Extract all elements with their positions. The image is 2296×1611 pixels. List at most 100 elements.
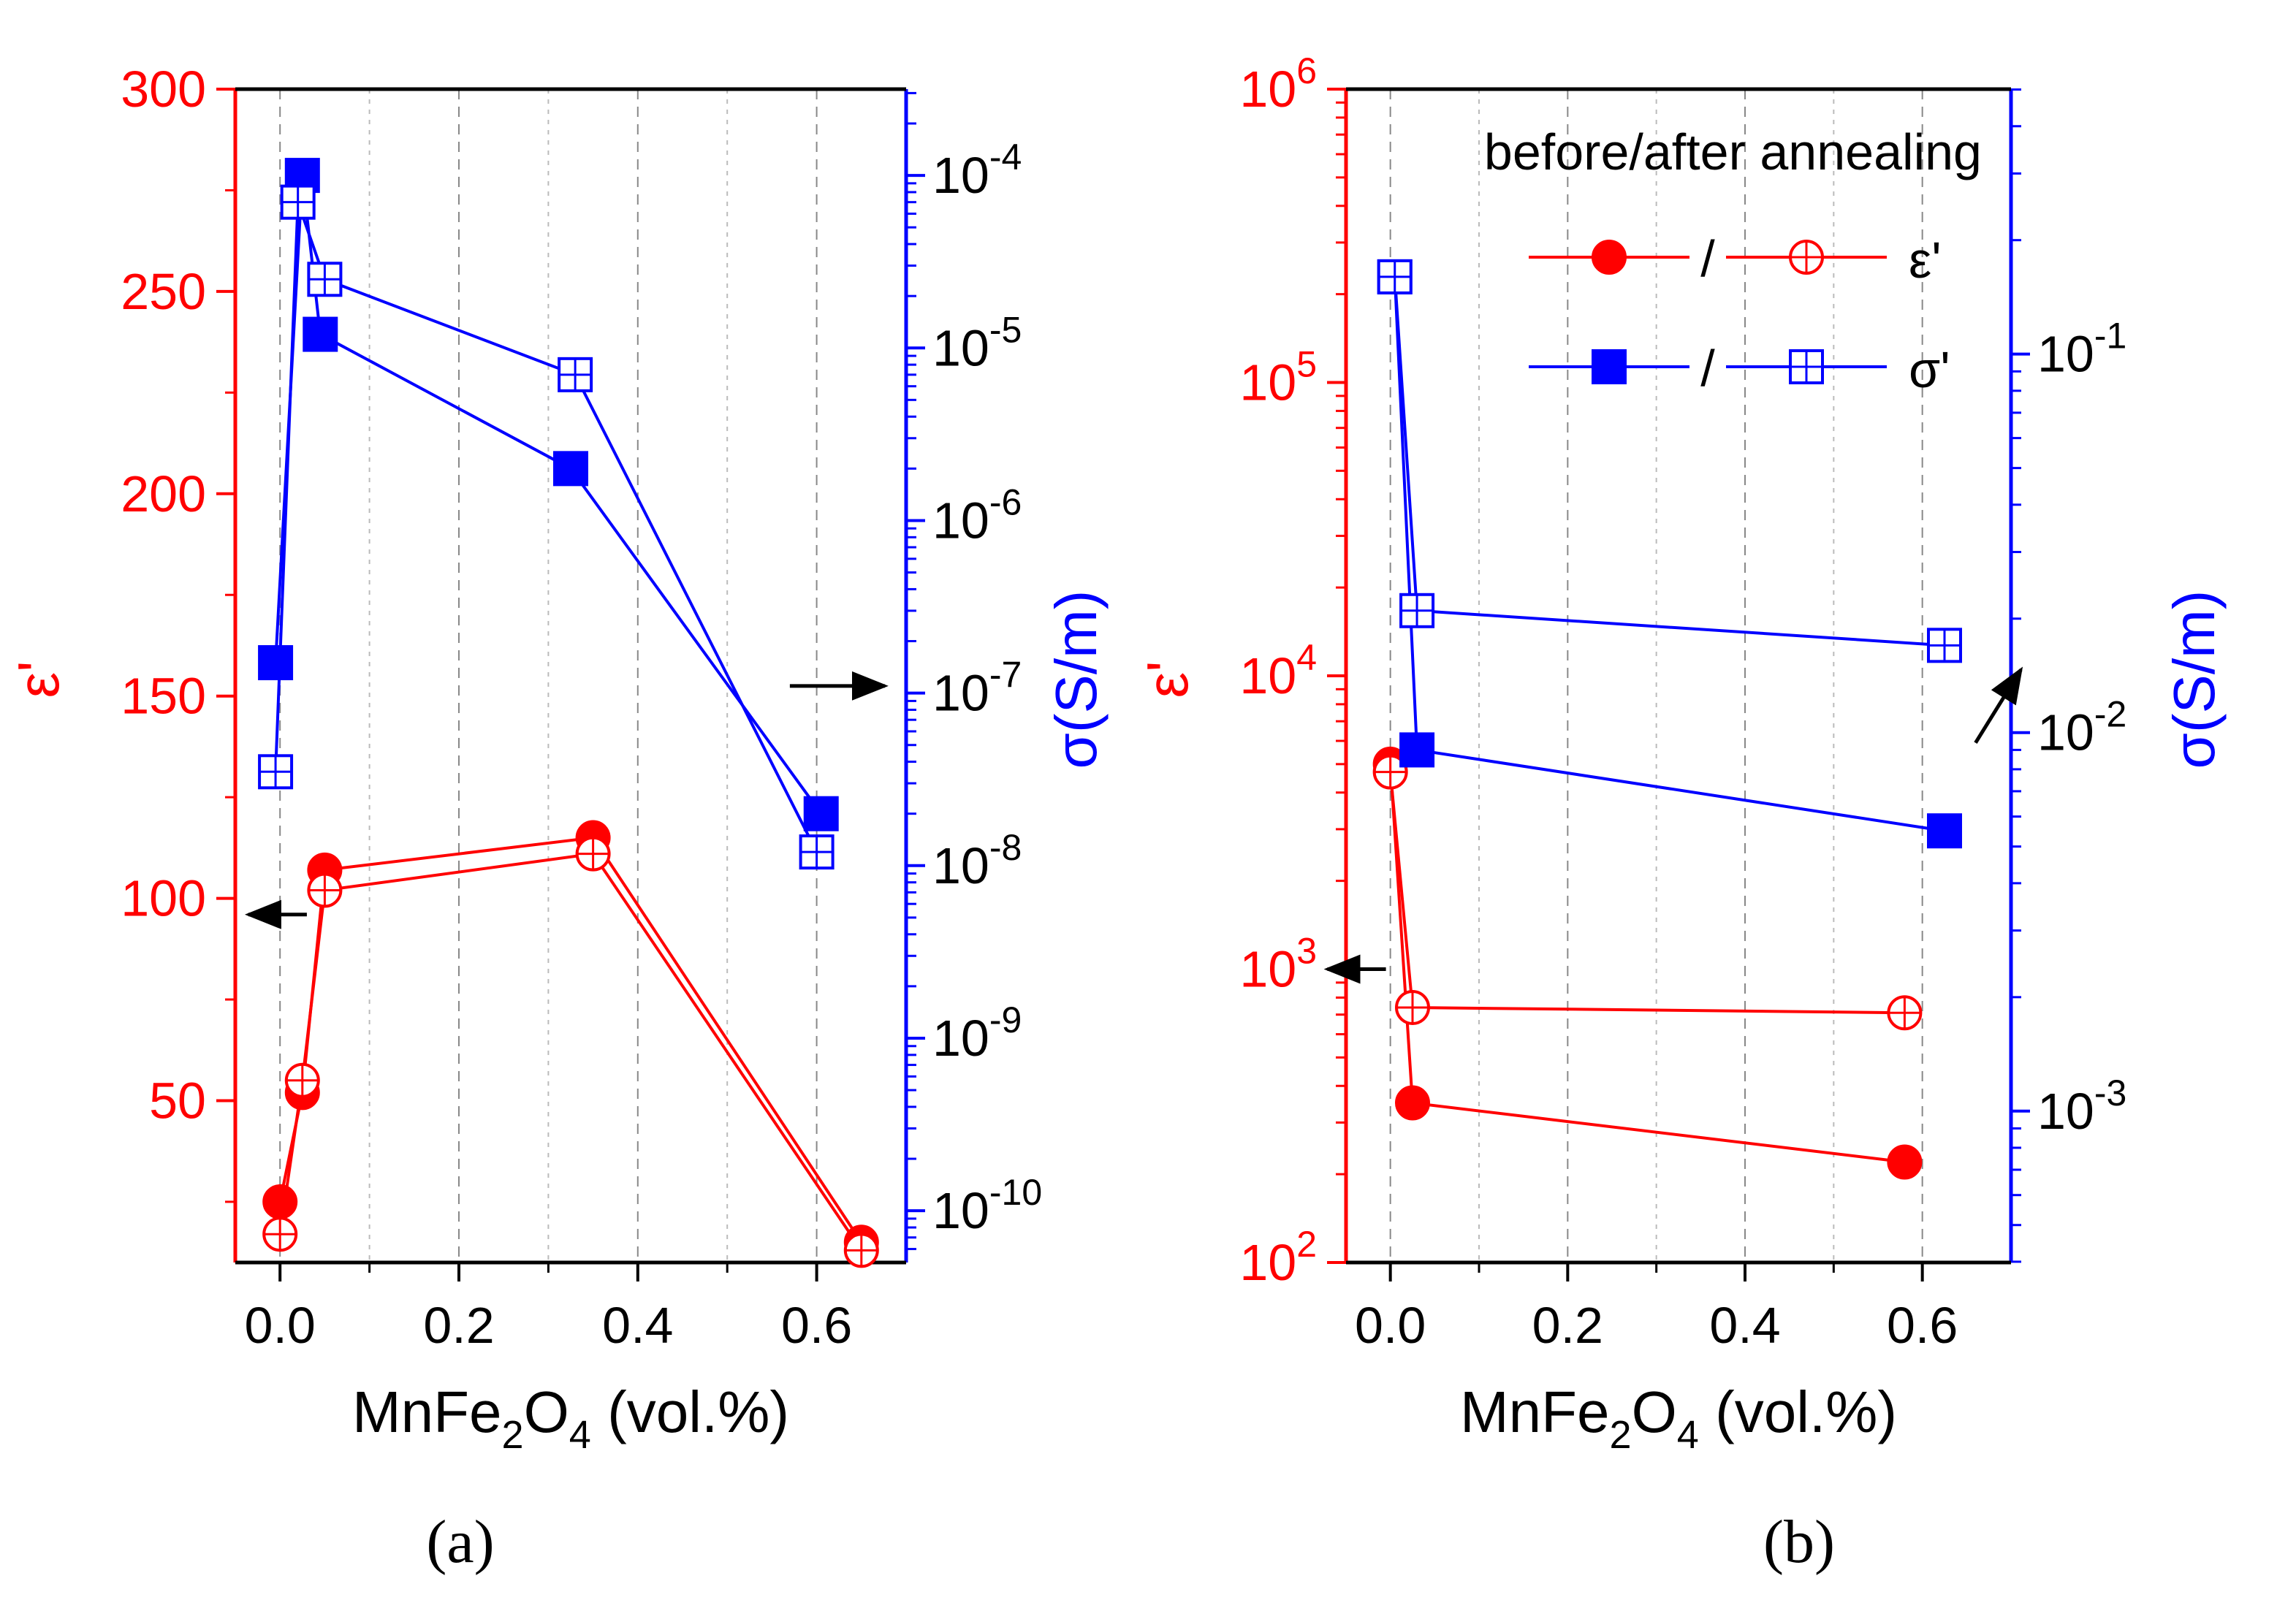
left-tick-label: 100 (121, 870, 206, 927)
x-title-part: (vol.%) (591, 1379, 789, 1444)
left-tick-label: 105 (1239, 344, 1317, 411)
x-tick-label: 0.6 (1887, 1297, 1958, 1354)
right-tick-label-base: 10 (2037, 704, 2094, 761)
right-tick-label-base: 10 (2037, 1083, 2094, 1140)
x-title-part: O (524, 1379, 569, 1444)
left-tick-label-exp: 6 (1296, 50, 1317, 91)
series-line-0 (1388, 763, 1905, 1164)
left-tick-label-exp: 4 (1296, 637, 1317, 678)
right-axis-title: σ(S/m) (1044, 590, 1109, 769)
x-tick-label: 0.2 (1532, 1297, 1603, 1354)
series-line-2 (1393, 276, 1945, 833)
right-tick-label-exp: -2 (2094, 694, 2126, 735)
right-tick-label-base: 10 (932, 147, 989, 204)
data-point-s2-4 (803, 796, 839, 831)
data-point-s2-3 (553, 451, 588, 487)
right-tick-label: 10-8 (932, 827, 1022, 894)
right-tick-label-base: 10 (932, 319, 989, 376)
left-axis-title: ε' (1135, 661, 1200, 698)
x-title-sub: 2 (502, 1413, 524, 1457)
series-line-3 (274, 202, 818, 853)
left-tick-label-base: 10 (1239, 354, 1296, 411)
series-line-3 (1393, 276, 1945, 647)
legend-label: σ' (1909, 341, 1950, 398)
left-tick-label: 50 (149, 1072, 206, 1129)
series-line-1 (1388, 772, 1905, 1015)
left-tick-label-exp: 3 (1296, 931, 1317, 972)
left-tick-label-base: 10 (1239, 1234, 1296, 1291)
x-tick-label: 0.0 (245, 1297, 316, 1354)
right-tick-label: 10-1 (2037, 316, 2126, 383)
left-tick-label: 103 (1239, 931, 1317, 998)
right-tick-label-exp: -3 (2094, 1073, 2126, 1113)
chart-panel-a: 0.0 0.2 0.4 0.6 MnFe2O4 (vol.%) 50 100 150 200 25… (6, 61, 1109, 1576)
left-tick-label: 300 (121, 61, 206, 118)
right-tick-label-exp: -4 (989, 137, 1022, 178)
data-point-s0-1 (1395, 1085, 1430, 1121)
right-tick-label: 10-3 (2037, 1073, 2126, 1140)
panel-label: (b) (1763, 1508, 1835, 1576)
right-tick-label-base: 10 (932, 492, 989, 549)
right-axis-title: σ(S/m) (2162, 590, 2227, 769)
right-tick-label: 10-4 (932, 137, 1022, 204)
series-line-0 (278, 836, 863, 1244)
x-title-part: O (1632, 1379, 1677, 1444)
right-tick-label-exp: -1 (2094, 316, 2126, 357)
left-tick-label: 102 (1239, 1224, 1317, 1291)
legend: before/after annealing / ε' / σ' (1484, 123, 1982, 398)
data-point-s2-2 (1927, 813, 1962, 849)
right-tick-label-base: 10 (932, 1010, 989, 1067)
left-tick-label-base: 10 (1239, 941, 1296, 998)
legend-marker (1592, 349, 1627, 384)
axis-pointer-arrow (1974, 666, 2023, 744)
legend-marker (1592, 240, 1627, 275)
right-tick-label-exp: -5 (989, 309, 1022, 350)
right-tick-label-exp: -6 (989, 481, 1022, 522)
left-tick-label: 250 (121, 263, 206, 320)
data-point-s2-2 (303, 316, 338, 352)
right-tick-label: 10-10 (932, 1172, 1042, 1239)
x-title-part: (vol.%) (1699, 1379, 1897, 1444)
right-tick-label: 10-7 (932, 655, 1022, 722)
x-tick-label: 0.4 (602, 1297, 673, 1354)
left-tick-label-exp: 2 (1296, 1224, 1317, 1265)
series-line-2 (274, 175, 823, 815)
x-tick-label: 0.0 (1355, 1297, 1426, 1354)
left-tick-label: 104 (1239, 637, 1317, 704)
right-tick-label-exp: -7 (989, 655, 1022, 696)
left-tick-label-exp: 5 (1296, 344, 1317, 385)
right-tick-label-base: 10 (932, 665, 989, 722)
series-line-1 (278, 852, 863, 1252)
data-point-s0-2 (1887, 1144, 1923, 1180)
left-tick-label: 200 (121, 465, 206, 522)
x-tick-label: 0.6 (781, 1297, 852, 1354)
left-tick-label-base: 10 (1239, 647, 1296, 704)
legend-separator: / (1700, 340, 1715, 397)
x-title-sub: 4 (1677, 1413, 1699, 1457)
data-point-s2-1 (1399, 732, 1435, 768)
right-tick-label-base: 10 (932, 1182, 989, 1239)
right-tick-label: 10-6 (932, 481, 1022, 549)
left-tick-label: 106 (1239, 50, 1317, 118)
data-point-s2-0 (258, 645, 294, 681)
legend-separator: / (1700, 230, 1715, 287)
legend-label: ε' (1909, 232, 1942, 289)
legend-title: before/after annealing (1484, 123, 1982, 180)
left-tick-label-base: 10 (1239, 61, 1296, 118)
right-tick-label: 10-9 (932, 999, 1022, 1067)
data-point-s0-0 (262, 1184, 298, 1219)
left-tick-label: 150 (121, 668, 206, 725)
x-axis-title: MnFe2O4 (vol.%) (1460, 1379, 1897, 1457)
x-tick-label: 0.4 (1709, 1297, 1780, 1354)
x-title-sub: 2 (1610, 1413, 1632, 1457)
x-title-sub: 4 (569, 1413, 591, 1457)
left-axis-title: ε' (6, 661, 71, 698)
x-tick-label: 0.2 (423, 1297, 494, 1354)
panel-label: (a) (426, 1508, 494, 1576)
right-tick-label-exp: -8 (989, 827, 1022, 868)
right-tick-label: 10-5 (932, 309, 1022, 376)
right-tick-label-base: 10 (2037, 326, 2094, 383)
x-title-part: MnFe (352, 1379, 502, 1444)
